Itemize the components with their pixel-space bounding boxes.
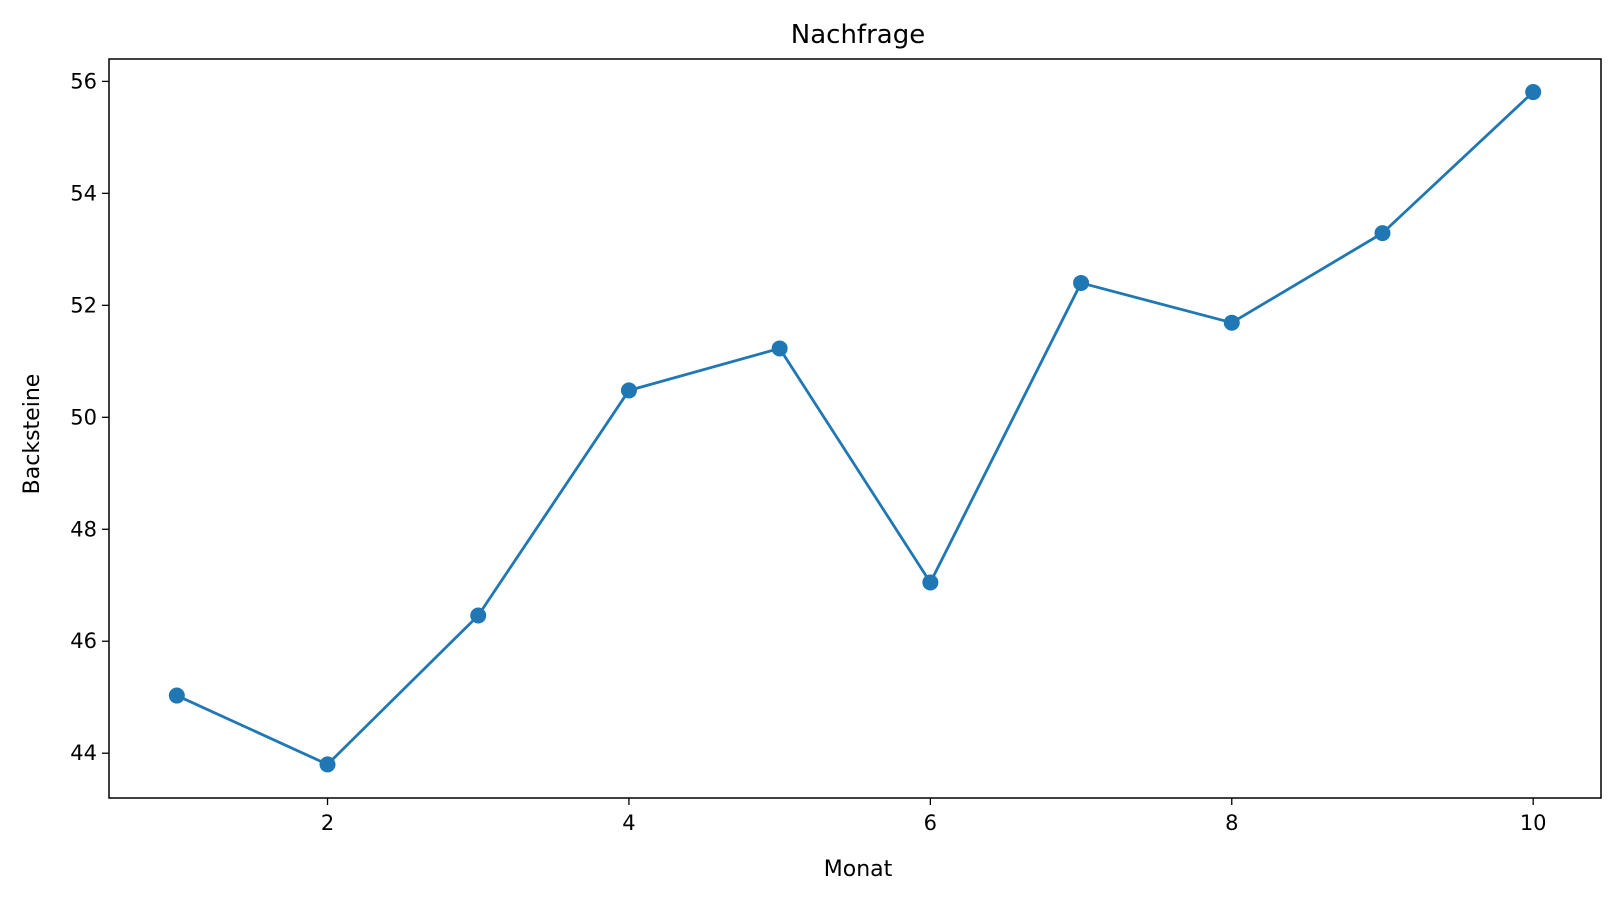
y-tick-label: 56 bbox=[70, 69, 97, 93]
y-tick-label: 50 bbox=[70, 405, 97, 429]
data-point bbox=[1073, 274, 1090, 291]
y-tick-label: 54 bbox=[70, 181, 97, 205]
data-point bbox=[620, 382, 637, 399]
x-axis-label: Monat bbox=[824, 857, 893, 882]
y-tick-label: 52 bbox=[70, 293, 97, 317]
data-point bbox=[1223, 314, 1240, 331]
series-line bbox=[176, 91, 1535, 766]
y-axis-label: Backsteine bbox=[20, 374, 45, 495]
chart-title: Nachfrage bbox=[791, 20, 925, 50]
data-point bbox=[319, 756, 336, 773]
x-tick-label: 10 bbox=[1520, 811, 1547, 835]
data-point bbox=[470, 607, 487, 624]
data-point bbox=[1374, 225, 1391, 242]
data-point bbox=[1525, 84, 1542, 101]
axes-frame bbox=[108, 58, 1602, 799]
x-tick-label: 4 bbox=[622, 811, 635, 835]
x-tick-label: 2 bbox=[321, 811, 334, 835]
data-point bbox=[168, 687, 185, 704]
x-tick-label: 6 bbox=[924, 811, 937, 835]
x-tick-label: 8 bbox=[1225, 811, 1238, 835]
y-tick-label: 46 bbox=[70, 629, 97, 653]
y-tick-label: 48 bbox=[70, 517, 97, 541]
y-tick-label: 44 bbox=[70, 741, 97, 765]
data-point bbox=[771, 340, 788, 357]
data-point bbox=[922, 574, 939, 591]
